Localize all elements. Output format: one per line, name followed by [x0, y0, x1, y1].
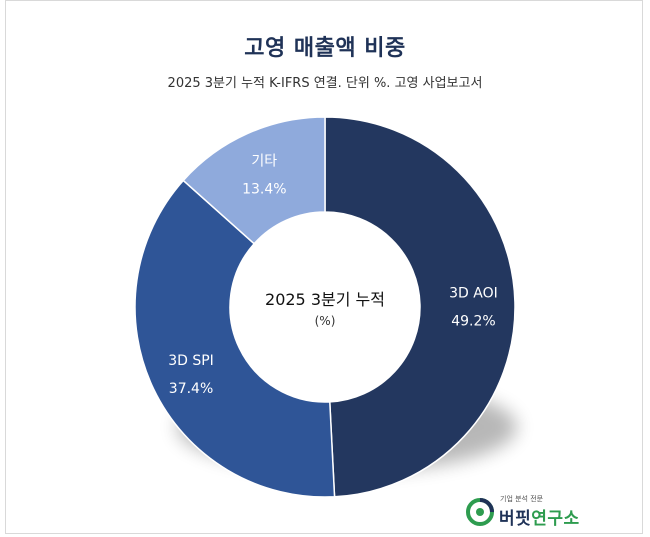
chart-title: 고영 매출액 비중: [244, 36, 406, 61]
slice-value-label: 13.4%: [242, 181, 286, 197]
center-label: 2025 3분기 누적: [265, 290, 385, 309]
slice-value-label: 49.2%: [451, 313, 495, 329]
slice-name-label: 3D SPI: [168, 353, 214, 369]
center-unit: (%): [315, 314, 336, 328]
slice-name-label: 3D AOI: [449, 285, 498, 301]
slice-name-label: 기타: [251, 153, 277, 169]
brand-mark-icon: [466, 498, 494, 526]
brand-logo: 기업 분석 전문 버핏연구소: [466, 494, 606, 530]
slice-group: [134, 116, 516, 498]
slice-label-group: 3D AOI 49.2% 3D SPI 37.4% 기타 13.4%: [168, 153, 498, 397]
slice-value-label: 37.4%: [169, 381, 213, 397]
donut-hole: [230, 212, 420, 402]
brand-name: 버핏연구소: [499, 509, 580, 529]
brand-tagline: 기업 분석 전문: [500, 495, 544, 503]
chart-subtitle: 2025 3분기 누적 K-IFRS 연결. 단위 %. 고영 사업보고서: [167, 76, 483, 91]
